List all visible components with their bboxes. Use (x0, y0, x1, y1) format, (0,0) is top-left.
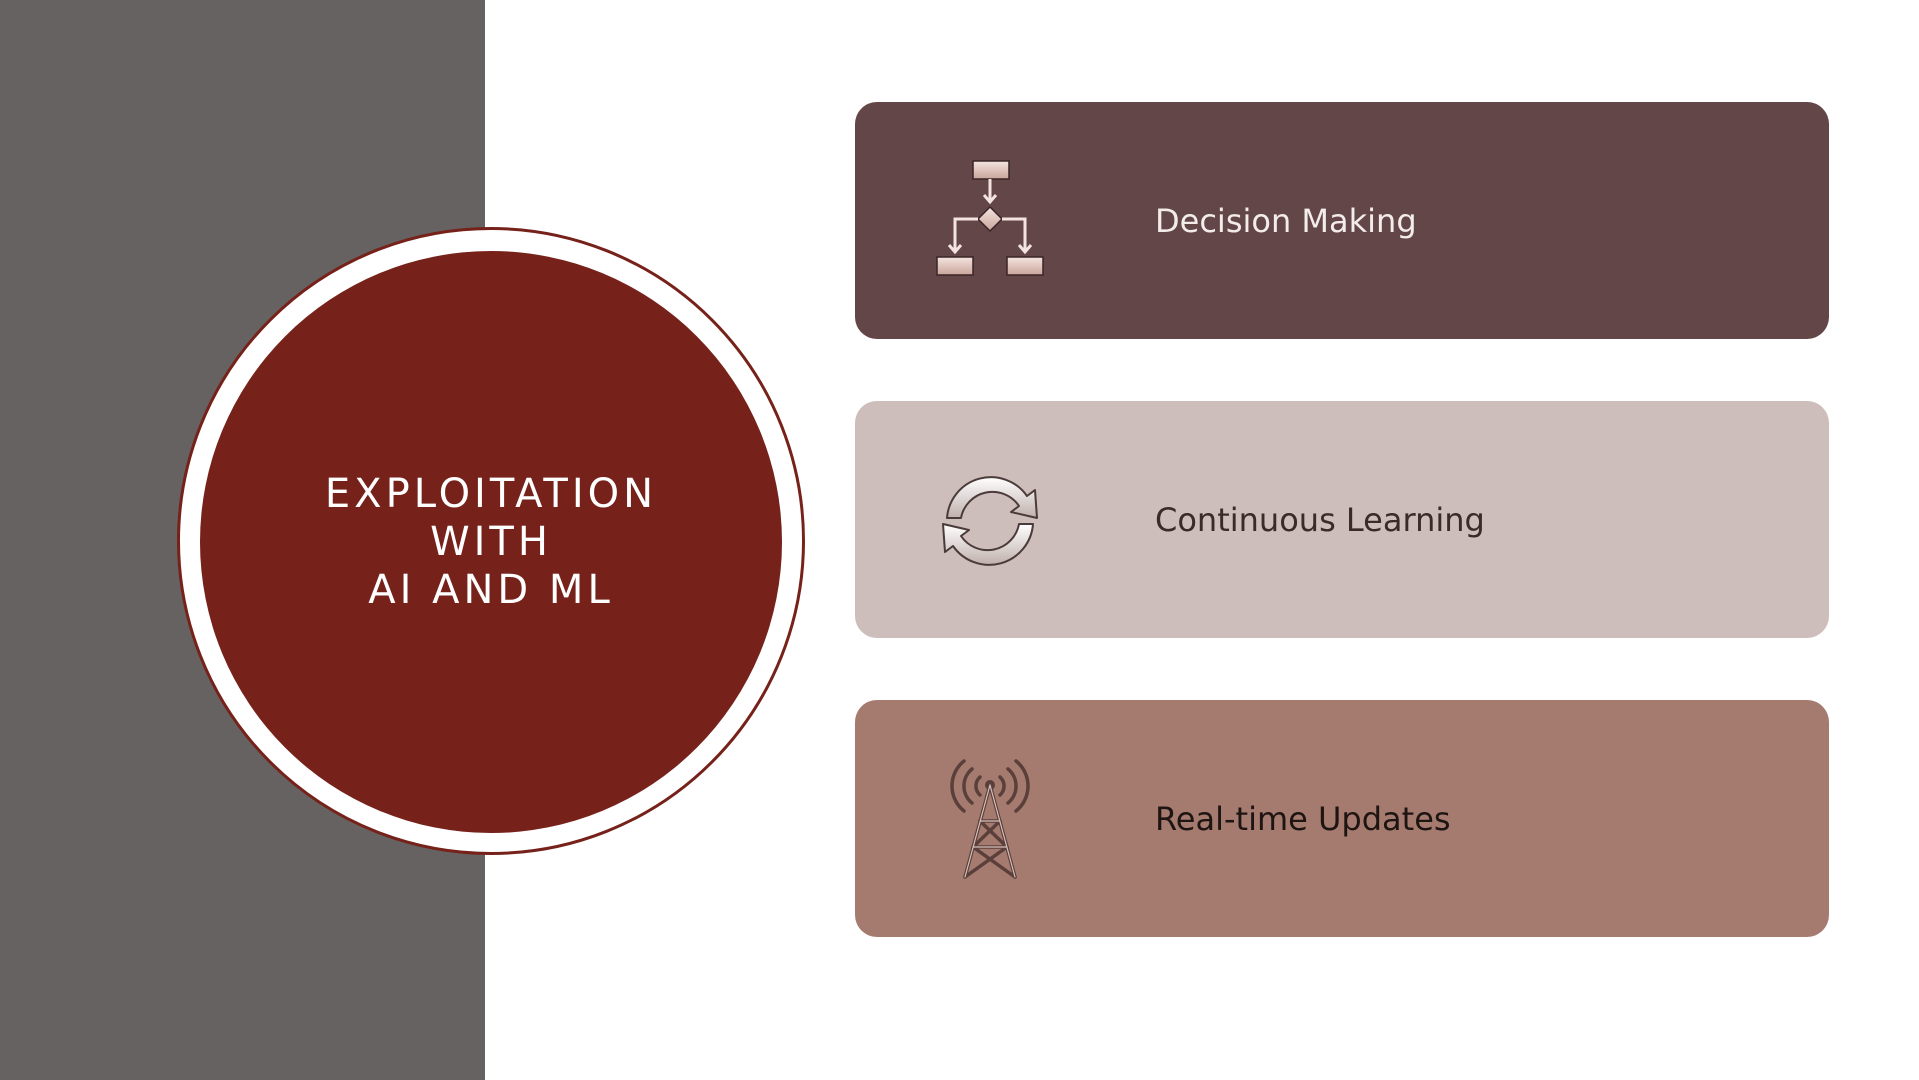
antenna-tower-icon (925, 755, 1055, 885)
card-decision-making: Decision Making (855, 102, 1829, 339)
card-continuous-learning: Continuous Learning (855, 401, 1829, 638)
card-real-time-updates: Real-time Updates (855, 700, 1829, 937)
card-label-decision-making: Decision Making (1155, 201, 1417, 240)
slide-title: Exploitation with AI and ML (324, 471, 658, 613)
refresh-cycle-icon (925, 456, 1055, 586)
flowchart-icon (925, 157, 1055, 287)
title-circle: Exploitation with AI and ML (200, 251, 782, 833)
card-label-continuous-learning: Continuous Learning (1155, 500, 1485, 539)
card-label-real-time-updates: Real-time Updates (1155, 799, 1451, 838)
